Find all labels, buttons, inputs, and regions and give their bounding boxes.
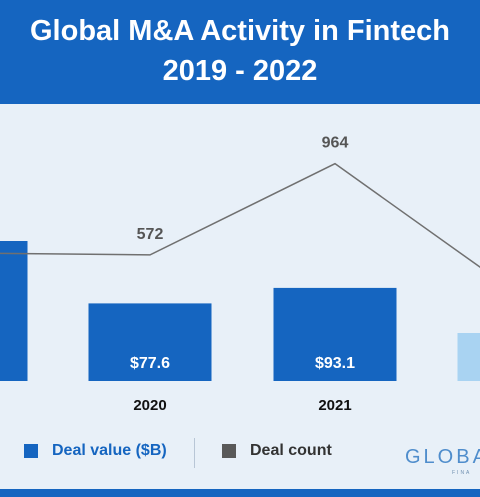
bar-2019 xyxy=(0,241,28,381)
bar-value-label-2021: $93.1 xyxy=(315,355,355,372)
legend-swatch-deal-value xyxy=(24,444,38,458)
legend: Deal value ($B) Deal count xyxy=(0,432,480,474)
bar-2021 xyxy=(273,287,397,381)
bar-2020 xyxy=(88,303,212,381)
bar-2022 xyxy=(457,333,480,381)
footer-bar xyxy=(0,489,480,497)
legend-label-deal-count: Deal count xyxy=(250,442,332,459)
x-tick-label-2021: 2021 xyxy=(318,397,351,414)
chart-title: Global M&A Activity in Fintech xyxy=(30,15,450,47)
deal-count-label-2020: 572 xyxy=(137,226,164,243)
chart-plot: $77.6 $93.1 572 964 2020 2021 xyxy=(0,135,480,414)
deal-count-label-2021: 964 xyxy=(322,135,349,152)
brand-logo-text: GLOBA xyxy=(405,446,480,468)
chart-subtitle: 2019 - 2022 xyxy=(162,55,318,87)
legend-item-deal-value: Deal value ($B) xyxy=(24,442,167,460)
x-tick-label-2020: 2020 xyxy=(133,397,166,414)
chart-title-banner: Global M&A Activity in Fintech 2019 - 20… xyxy=(0,0,480,104)
brand-logo-subtext: FINA xyxy=(452,470,472,476)
legend-swatch-deal-count xyxy=(222,444,236,458)
legend-divider xyxy=(194,438,195,468)
bar-value-label-2020: $77.6 xyxy=(130,355,170,372)
legend-label-deal-value: Deal value ($B) xyxy=(52,442,167,459)
deal-count-line xyxy=(0,162,480,269)
legend-item-deal-count: Deal count xyxy=(222,442,332,460)
